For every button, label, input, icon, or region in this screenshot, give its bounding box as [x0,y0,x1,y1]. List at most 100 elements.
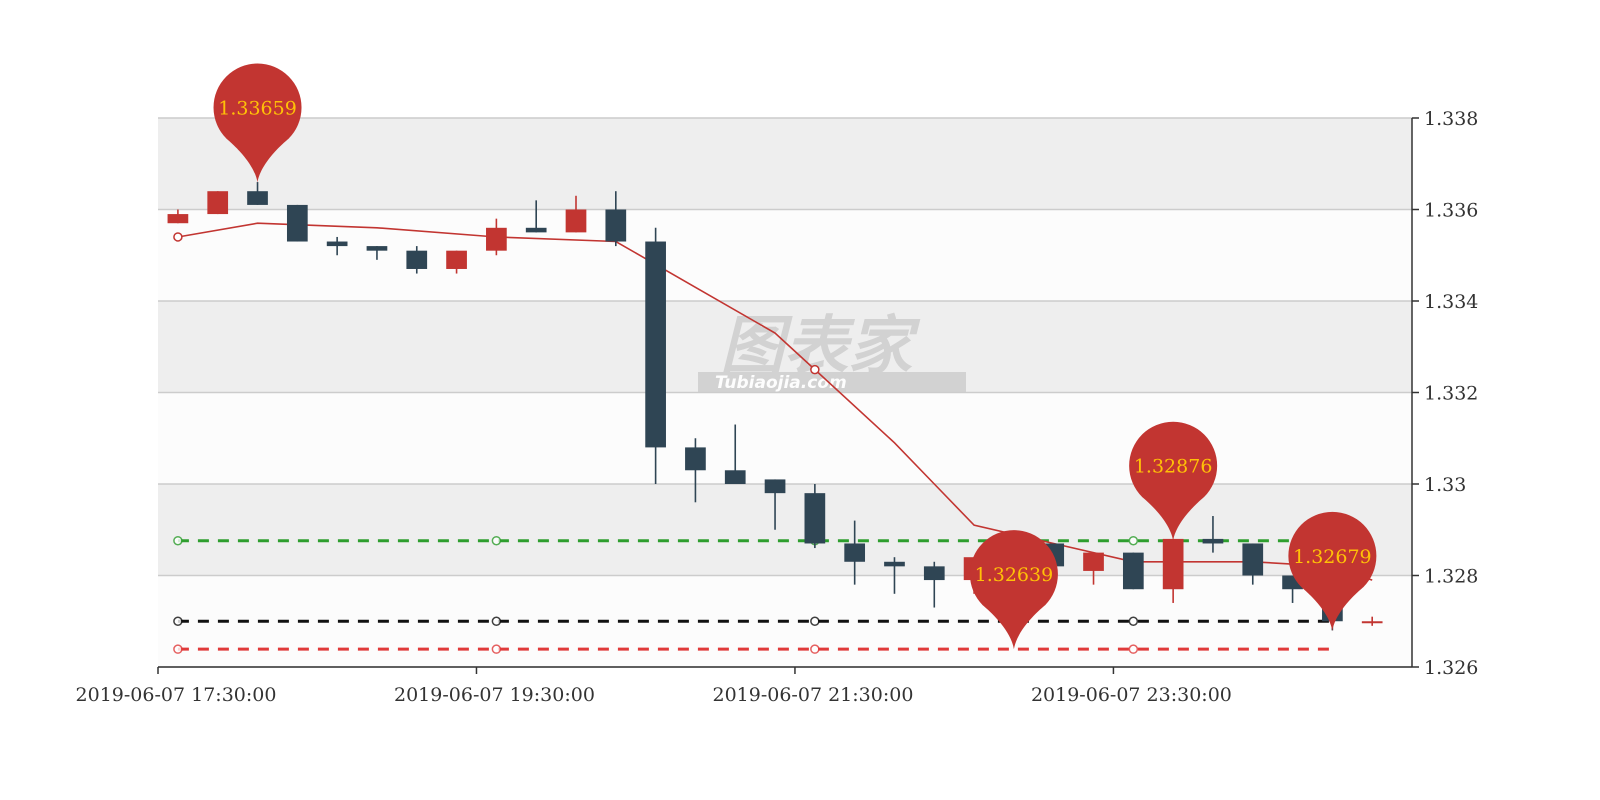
watermark: 图表家 Tubiaojia.com [698,310,966,393]
candle-body [326,241,348,247]
reference-line-marker [810,616,820,626]
reference-line-marker [491,535,502,546]
candle-body [286,204,308,242]
candle-body [207,191,229,215]
watermark-bar [698,372,966,392]
candle-body [724,470,746,484]
candle-body [247,191,268,205]
candle-body [525,227,547,233]
pin-label: 1.32679 [1293,546,1372,568]
reference-line-marker [173,616,183,626]
candle-body [645,241,666,448]
candle [1162,538,1184,603]
reference-line-marker [173,535,183,546]
background-band [158,392,1412,484]
candle [167,209,189,224]
candle-body [884,561,905,567]
pin-shape [1129,421,1218,541]
candle [406,246,428,274]
y-tick-label: 1.336 [1424,200,1478,222]
x-tick-label: 2019-06-07 23:30:00 [1031,684,1232,706]
background-bands [158,118,1412,667]
reference-line-marker [1128,616,1139,626]
y-tick-label: 1.328 [1424,566,1478,588]
candle [207,191,229,215]
candle [1202,516,1224,553]
candle-body [486,227,507,251]
pin-marker: 1.32679 [1288,511,1377,631]
candle [1361,616,1383,626]
candle-body [1083,552,1104,571]
candle-body [1162,538,1184,590]
background-band [158,484,1412,576]
reference-line-marker [491,644,502,654]
candle-body [1202,538,1224,544]
reference-line-marker [173,644,183,654]
candle [844,520,866,585]
y-tick-label: 1.338 [1424,108,1478,130]
candle [724,424,746,484]
candle [366,246,388,260]
pin-shape [969,530,1058,650]
candle [1242,543,1264,585]
pin-shape [213,63,302,183]
x-tick-label: 2019-06-07 21:30:00 [712,684,913,706]
candle [286,204,308,242]
reference-line-marker [1128,535,1139,546]
y-tick-label: 1.326 [1424,657,1478,679]
pin-label: 1.32639 [975,564,1054,586]
y-tick-label: 1.33 [1424,474,1466,496]
candle-body [1242,543,1264,576]
pin-shape [1288,511,1377,631]
candle-body [406,250,428,269]
candle [446,250,467,274]
candle-body [565,209,587,233]
pin-label: 1.33659 [218,98,297,120]
candle-body [685,447,706,471]
watermark-main: 图表家 [720,310,921,384]
candle-body [366,246,388,251]
candle [565,195,587,233]
background-band [158,118,1412,210]
background-band [158,209,1412,301]
moving-average-marker [173,232,183,242]
candle-body [446,250,467,269]
candle [326,236,348,256]
candle-body [764,479,786,494]
candle [486,218,507,256]
candle-body [844,543,866,562]
pin-label: 1.32876 [1134,456,1213,478]
y-tick-label: 1.332 [1424,383,1478,405]
candle [764,479,786,530]
candle-body [804,493,826,544]
pin-marker: 1.32639 [969,530,1058,650]
reference-line-marker [491,616,502,626]
x-tick-label: 2019-06-07 17:30:00 [76,684,277,706]
candle [685,438,706,503]
moving-average-line [177,222,1373,581]
candle-body [605,209,627,242]
candle-body [923,566,945,581]
pin-marker: 1.32876 [1129,421,1218,541]
candle [923,561,945,608]
moving-average-marker [810,364,820,375]
x-tick-label: 2019-06-07 19:30:00 [394,684,595,706]
pin-markers: 1.33659 1.32639 1.32876 1.32679 [213,63,1377,650]
candle [1083,552,1104,585]
candle-body [167,214,189,224]
candle [645,227,666,484]
reference-line-marker [810,644,820,654]
axes: 1.326 1.328 1.33 1.332 1.334 1.336 1.338 2019-0… [76,108,1479,706]
candle [884,557,905,594]
watermark-sub: Tubiaojia.com [715,373,847,393]
candle [247,182,268,205]
reference-line-marker [1128,644,1139,654]
candle [525,200,547,233]
candle [605,191,627,247]
candle [804,484,826,549]
y-tick-label: 1.334 [1424,291,1478,313]
pin-marker: 1.33659 [213,63,302,183]
candle-body [1361,621,1383,624]
candle [1122,552,1144,590]
